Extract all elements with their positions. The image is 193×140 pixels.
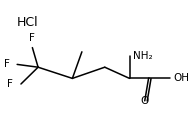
Text: F: F [4,59,9,69]
Text: O: O [141,96,149,106]
Text: F: F [8,79,13,89]
Text: NH₂: NH₂ [133,51,153,61]
Text: HCl: HCl [17,16,39,29]
Text: F: F [30,33,35,43]
Text: OH: OH [173,73,189,83]
